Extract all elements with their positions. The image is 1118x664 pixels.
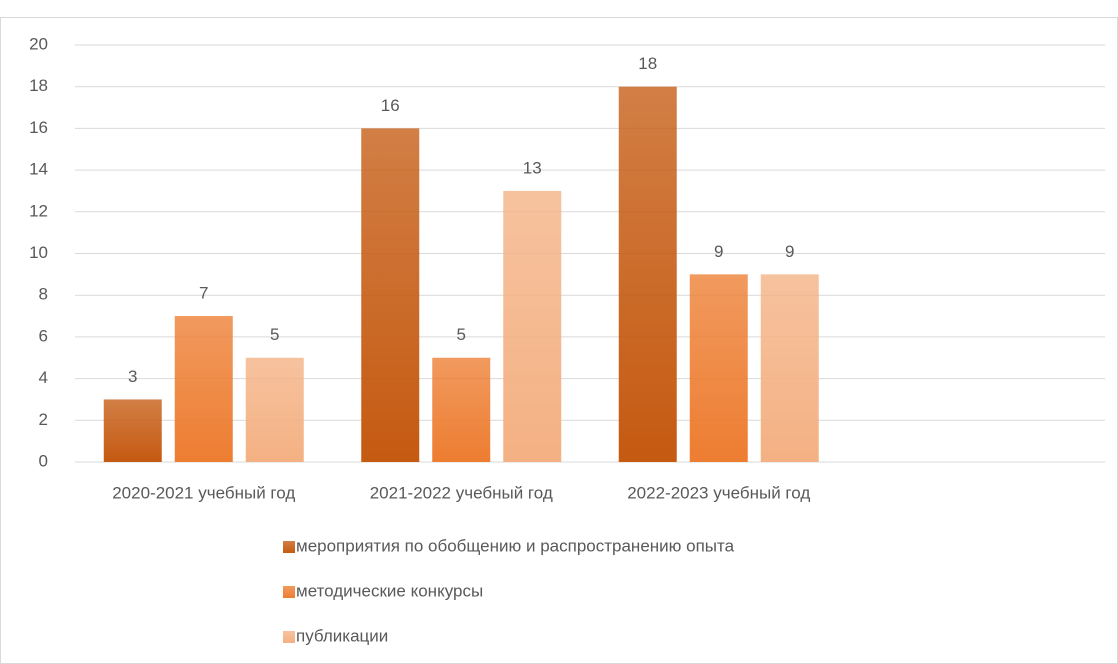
- y-tick-label: 4: [39, 368, 48, 387]
- x-tick-label: 2022-2023 учебный год: [627, 483, 810, 502]
- y-tick-label: 0: [39, 451, 48, 470]
- legend-swatch: [283, 586, 295, 598]
- legend-label: публикации: [296, 626, 388, 645]
- bar: [618, 86, 677, 462]
- y-tick-label: 10: [29, 243, 48, 262]
- x-tick-label: 2021-2022 учебный год: [370, 483, 553, 502]
- bar: [174, 316, 233, 462]
- bar: [503, 190, 562, 462]
- data-label: 13: [523, 158, 542, 177]
- bar: [245, 357, 304, 462]
- x-tick-label: 2020-2021 учебный год: [112, 483, 295, 502]
- bar: [103, 399, 162, 462]
- y-tick-label: 14: [29, 160, 48, 179]
- bar: [760, 274, 819, 462]
- y-tick-label: 16: [29, 118, 48, 137]
- data-label: 5: [270, 325, 279, 344]
- y-tick-label: 8: [39, 285, 48, 304]
- legend-swatch: [283, 541, 295, 553]
- y-tick-label: 18: [29, 76, 48, 95]
- bar: [689, 274, 748, 462]
- y-tick-label: 2: [39, 410, 48, 429]
- legend-swatch: [283, 631, 295, 643]
- data-label: 3: [128, 367, 137, 386]
- data-label: 9: [785, 242, 794, 261]
- data-label: 9: [714, 242, 723, 261]
- legend-label: мероприятия по обобщению и распространен…: [296, 536, 735, 555]
- legend-label: методические конкурсы: [296, 581, 483, 600]
- y-tick-label: 20: [29, 34, 48, 53]
- y-tick-label: 6: [39, 326, 48, 345]
- data-label: 7: [199, 284, 208, 303]
- bar: [432, 357, 491, 462]
- data-label: 16: [381, 96, 400, 115]
- bar: [361, 128, 420, 462]
- data-label: 18: [638, 54, 657, 73]
- data-label: 5: [457, 325, 466, 344]
- y-tick-label: 12: [29, 201, 48, 220]
